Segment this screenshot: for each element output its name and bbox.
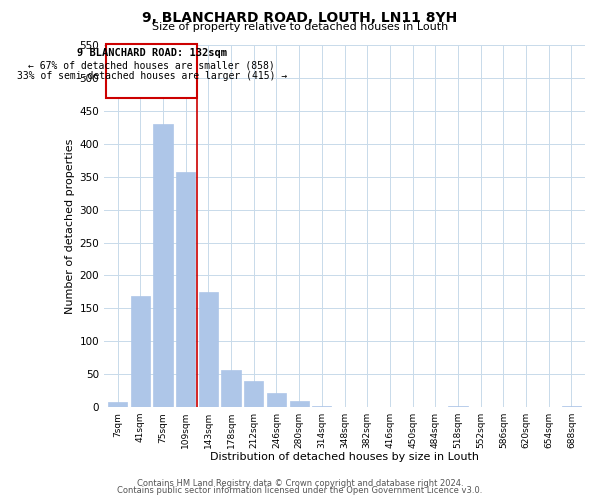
Bar [448, 406, 467, 407]
Bar [290, 401, 309, 407]
Bar [199, 292, 218, 407]
FancyBboxPatch shape [106, 44, 197, 98]
Y-axis label: Number of detached properties: Number of detached properties [65, 138, 75, 314]
Text: Size of property relative to detached houses in Louth: Size of property relative to detached ho… [152, 22, 448, 32]
Text: Contains HM Land Registry data © Crown copyright and database right 2024.: Contains HM Land Registry data © Crown c… [137, 478, 463, 488]
Bar [131, 296, 150, 407]
Bar [108, 402, 127, 407]
X-axis label: Distribution of detached houses by size in Louth: Distribution of detached houses by size … [210, 452, 479, 462]
Bar [154, 124, 173, 407]
Bar [562, 406, 581, 407]
Bar [221, 370, 241, 407]
Bar [312, 406, 331, 407]
Text: 9, BLANCHARD ROAD, LOUTH, LN11 8YH: 9, BLANCHARD ROAD, LOUTH, LN11 8YH [142, 11, 458, 25]
Bar [267, 394, 286, 407]
Text: 33% of semi-detached houses are larger (415) →: 33% of semi-detached houses are larger (… [17, 70, 287, 81]
Text: ← 67% of detached houses are smaller (858): ← 67% of detached houses are smaller (85… [28, 60, 275, 70]
Bar [176, 172, 196, 407]
Text: 9 BLANCHARD ROAD: 132sqm: 9 BLANCHARD ROAD: 132sqm [77, 48, 227, 58]
Bar [244, 381, 263, 407]
Text: Contains public sector information licensed under the Open Government Licence v3: Contains public sector information licen… [118, 486, 482, 495]
